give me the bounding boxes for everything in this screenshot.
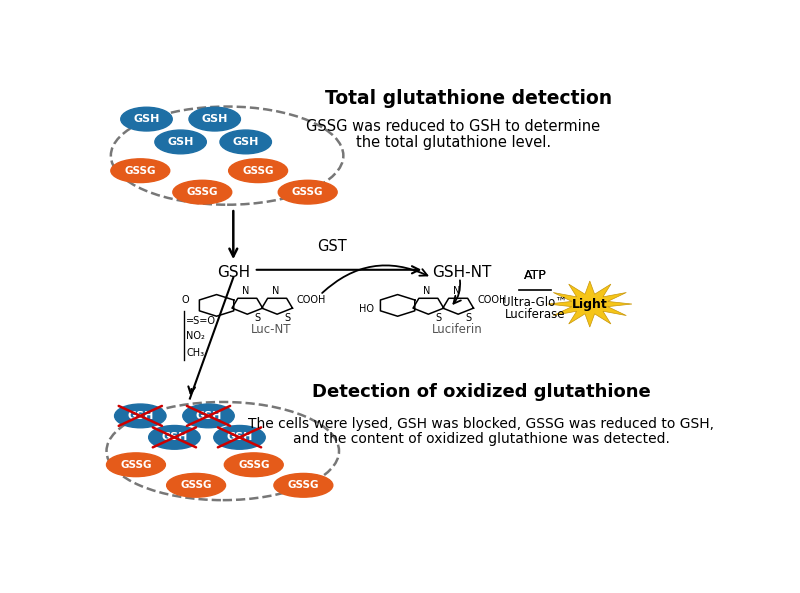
Text: S: S — [285, 313, 290, 323]
Ellipse shape — [149, 426, 200, 449]
Text: Ultra-Glo™: Ultra-Glo™ — [502, 296, 567, 309]
Ellipse shape — [189, 107, 241, 131]
Text: GSH: GSH — [217, 266, 250, 280]
Text: GSSG: GSSG — [292, 187, 323, 197]
Text: GSH: GSH — [127, 411, 154, 421]
Polygon shape — [548, 281, 632, 327]
Text: Luciferase: Luciferase — [505, 308, 565, 321]
Text: ATP: ATP — [523, 269, 546, 282]
Text: Luc-NT: Luc-NT — [250, 323, 291, 336]
Ellipse shape — [111, 159, 170, 183]
Ellipse shape — [114, 404, 166, 428]
Ellipse shape — [274, 473, 333, 497]
Text: GSSG: GSSG — [120, 460, 152, 470]
Text: GSSG: GSSG — [125, 165, 156, 176]
Text: and the content of oxidized glutathione was detected.: and the content of oxidized glutathione … — [293, 432, 670, 446]
Text: HO: HO — [358, 304, 374, 314]
Text: N: N — [271, 286, 279, 296]
Text: N: N — [423, 286, 430, 296]
Text: S: S — [436, 313, 442, 323]
Text: GSH: GSH — [195, 411, 222, 421]
Text: GSH: GSH — [134, 114, 160, 124]
Text: the total glutathione level.: the total glutathione level. — [356, 135, 551, 151]
Text: GSH: GSH — [167, 137, 194, 147]
Ellipse shape — [224, 453, 283, 477]
Text: GST: GST — [318, 239, 347, 254]
Ellipse shape — [121, 107, 172, 131]
Text: Luciferin: Luciferin — [431, 323, 482, 336]
FancyArrowPatch shape — [322, 266, 427, 293]
Ellipse shape — [173, 180, 232, 204]
Text: Detection of oxidized glutathione: Detection of oxidized glutathione — [312, 383, 650, 401]
Text: GSH: GSH — [162, 432, 187, 442]
Text: N: N — [242, 286, 249, 296]
Text: GSSG: GSSG — [242, 165, 274, 176]
Ellipse shape — [155, 130, 206, 154]
Ellipse shape — [166, 473, 226, 497]
Text: GSSG: GSSG — [238, 460, 270, 470]
Text: NO₂: NO₂ — [186, 331, 205, 341]
Ellipse shape — [182, 404, 234, 428]
Text: N: N — [453, 286, 460, 296]
Text: GSH: GSH — [233, 137, 259, 147]
Text: O: O — [182, 295, 190, 305]
Text: GSSG was reduced to GSH to determine: GSSG was reduced to GSH to determine — [306, 119, 601, 135]
Ellipse shape — [220, 130, 271, 154]
Text: COOH: COOH — [297, 295, 326, 305]
Text: COOH: COOH — [478, 295, 507, 305]
Text: The cells were lysed, GSH was blocked, GSSG was reduced to GSH,: The cells were lysed, GSH was blocked, G… — [248, 417, 714, 431]
Ellipse shape — [278, 180, 337, 204]
Text: S: S — [254, 313, 261, 323]
Text: GSSG: GSSG — [186, 187, 218, 197]
Text: GSSG: GSSG — [288, 480, 319, 490]
Text: ATP: ATP — [523, 269, 546, 282]
Text: GSSG: GSSG — [180, 480, 212, 490]
Ellipse shape — [229, 159, 287, 183]
Text: =S=O: =S=O — [186, 315, 216, 326]
Text: Total glutathione detection: Total glutathione detection — [326, 89, 613, 108]
Text: GSH-NT: GSH-NT — [432, 266, 491, 280]
Text: Light: Light — [572, 298, 608, 311]
Text: S: S — [466, 313, 472, 323]
Ellipse shape — [106, 453, 166, 477]
Text: GSH: GSH — [202, 114, 228, 124]
Text: CH₃: CH₃ — [186, 348, 204, 358]
Text: GSH: GSH — [226, 432, 253, 442]
Ellipse shape — [214, 426, 266, 449]
FancyArrowPatch shape — [454, 280, 461, 304]
